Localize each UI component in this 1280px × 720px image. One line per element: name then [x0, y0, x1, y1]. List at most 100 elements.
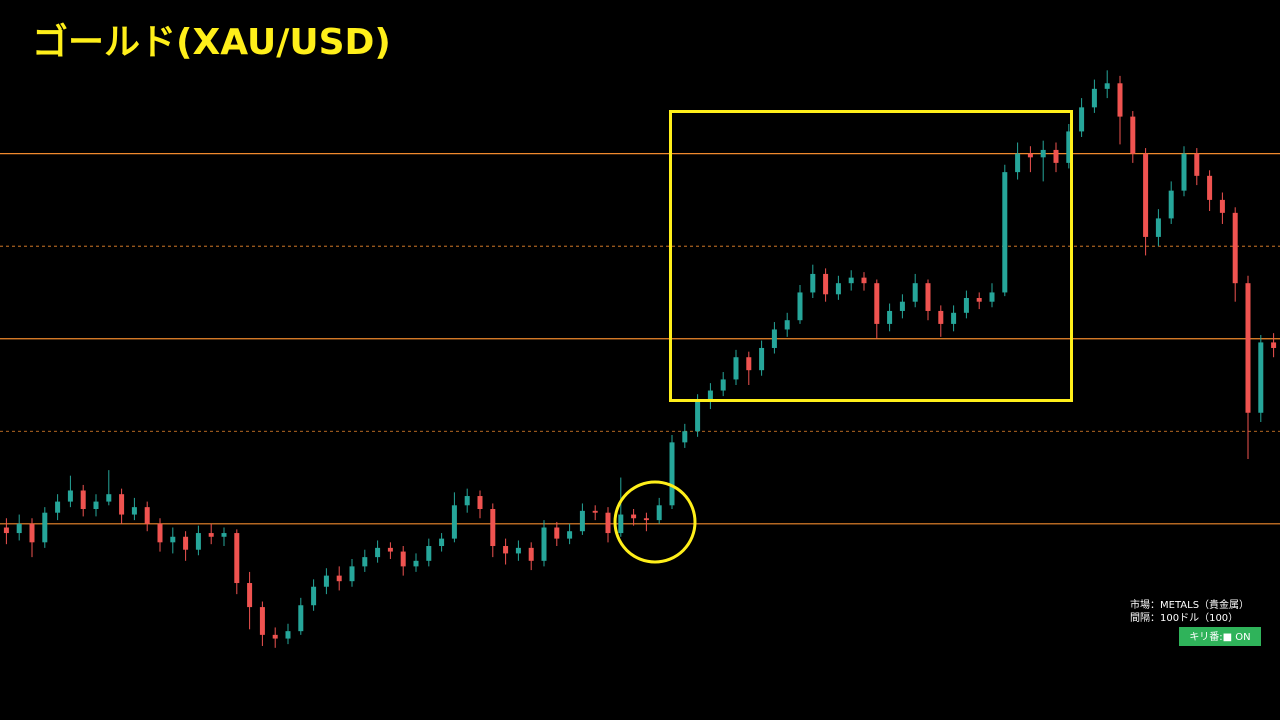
- candle-body: [848, 277, 854, 284]
- candle-body: [1015, 153, 1021, 173]
- candle-body: [1271, 342, 1277, 348]
- candle-body: [1130, 116, 1136, 154]
- candle-body: [669, 442, 675, 506]
- candle-body: [387, 547, 393, 552]
- candle-body: [605, 512, 611, 534]
- candle-body: [887, 310, 893, 324]
- candle-body: [67, 490, 73, 502]
- candle-body: [80, 490, 86, 509]
- candle-body: [451, 505, 457, 539]
- candle-body: [234, 533, 240, 584]
- candle-body: [55, 501, 61, 513]
- candle-body: [426, 546, 432, 561]
- candle-body: [1066, 131, 1072, 163]
- candle-body: [733, 357, 739, 380]
- candle-body: [925, 283, 931, 311]
- candle-body: [976, 297, 982, 302]
- candle-body: [695, 401, 701, 432]
- breakout-circle: [613, 480, 697, 564]
- candle-body: [1155, 218, 1161, 237]
- market-info: 市場：METALS（貴金属）: [1130, 598, 1249, 611]
- interval-info: 間隔：100ドル（100）: [1130, 612, 1238, 624]
- candle-body: [1079, 107, 1085, 132]
- candle-body: [1168, 190, 1174, 219]
- candle-body: [746, 357, 752, 371]
- candles: [3, 70, 1277, 648]
- candle-body: [912, 283, 918, 302]
- candle-body: [400, 551, 406, 567]
- candle-body: [144, 507, 150, 524]
- candle-body: [259, 607, 265, 635]
- candle-body: [874, 283, 880, 324]
- candle-body: [1040, 149, 1046, 158]
- candle-body: [298, 605, 304, 632]
- candle-body: [247, 583, 253, 608]
- candle-body: [1232, 212, 1238, 284]
- candle-body: [771, 329, 777, 348]
- candle-body: [490, 508, 496, 547]
- candle-body: [759, 347, 765, 371]
- candle-body: [554, 527, 560, 539]
- candle-body: [963, 297, 969, 313]
- candle-body: [375, 547, 381, 558]
- candle-body: [720, 379, 726, 391]
- candle-body: [336, 575, 342, 582]
- candle-body: [1117, 83, 1123, 117]
- candle-body: [1181, 153, 1187, 191]
- candle-body: [618, 514, 624, 534]
- candle-body: [93, 501, 99, 509]
- candle-body: [1245, 283, 1251, 413]
- candle-body: [567, 531, 573, 539]
- candle-body: [592, 510, 598, 513]
- candle-body: [861, 277, 867, 284]
- candle-body: [439, 538, 445, 547]
- candle-body: [1053, 149, 1059, 163]
- candle-body: [221, 533, 227, 537]
- candle-body: [784, 320, 790, 330]
- candle-body: [29, 523, 35, 543]
- candle-body: [119, 494, 125, 515]
- candle-body: [797, 292, 803, 321]
- candle-body: [16, 523, 22, 534]
- candle-body: [1258, 342, 1264, 413]
- range-box: [669, 110, 1073, 402]
- chart-title: ゴールド(XAU/USD): [32, 21, 391, 63]
- candle-body: [1002, 172, 1008, 293]
- candle-body: [631, 514, 637, 519]
- candle-body: [311, 586, 317, 606]
- candle-body: [951, 312, 957, 324]
- candle-body: [157, 523, 163, 543]
- candle-body: [1091, 88, 1097, 108]
- candle-body: [823, 273, 829, 295]
- candle-body: [42, 512, 48, 543]
- candle-body: [1207, 175, 1213, 200]
- candle-body: [656, 505, 662, 521]
- candle-body: [285, 631, 291, 639]
- candle-body: [272, 634, 278, 639]
- candle-body: [1027, 153, 1033, 158]
- candle-body: [106, 494, 112, 502]
- candle-body: [131, 507, 137, 515]
- candle-body: [515, 547, 521, 554]
- toggle-badge[interactable]: [1179, 627, 1261, 646]
- candle-body: [810, 273, 816, 293]
- candle-body: [362, 557, 368, 567]
- candle-body: [413, 560, 419, 567]
- candle-body: [1194, 153, 1200, 176]
- candle-body: [183, 536, 189, 550]
- candle-body: [170, 536, 176, 543]
- candle-body: [707, 390, 713, 402]
- candle-body: [835, 283, 841, 295]
- candle-body: [643, 518, 649, 521]
- candle-body: [477, 496, 483, 509]
- candle-body: [503, 546, 509, 554]
- candle-body: [528, 547, 534, 561]
- candle-body: [579, 510, 585, 532]
- toggle-label[interactable]: キリ番:■ ON: [1189, 631, 1250, 643]
- candle-body: [989, 292, 995, 302]
- candle-body: [323, 575, 329, 587]
- candle-body: [1143, 153, 1149, 237]
